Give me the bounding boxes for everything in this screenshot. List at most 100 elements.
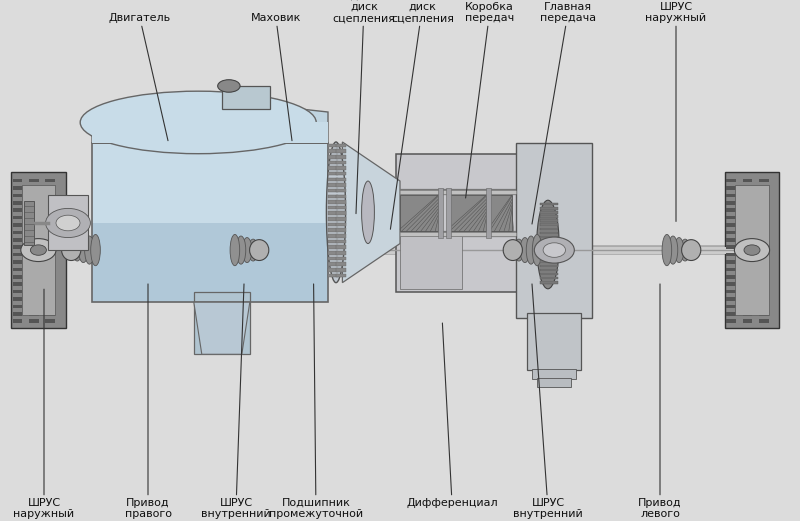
- Bar: [46, 312, 55, 316]
- Ellipse shape: [30, 245, 46, 255]
- Text: Главная
передача: Главная передача: [532, 2, 596, 224]
- Bar: [726, 268, 736, 271]
- Ellipse shape: [537, 200, 559, 289]
- Text: Коробка
передач: Коробка передач: [465, 2, 514, 198]
- Bar: [46, 186, 55, 190]
- Text: Привод
левого
колеса: Привод левого колеса: [638, 284, 682, 521]
- Bar: [92, 143, 328, 302]
- Bar: [336, 240, 346, 243]
- Bar: [742, 230, 752, 234]
- Bar: [336, 194, 346, 198]
- Bar: [194, 292, 250, 354]
- Bar: [726, 253, 736, 256]
- Text: Ведущий
диск
сцепления: Ведущий диск сцепления: [390, 0, 454, 229]
- Bar: [726, 216, 736, 219]
- Bar: [22, 185, 55, 315]
- Text: ШРУС
наружный: ШРУС наружный: [646, 2, 706, 221]
- Bar: [742, 305, 752, 308]
- Ellipse shape: [78, 238, 88, 263]
- Bar: [29, 238, 38, 242]
- Bar: [328, 160, 338, 164]
- Bar: [438, 188, 443, 238]
- Ellipse shape: [326, 142, 346, 283]
- Bar: [92, 143, 328, 223]
- Bar: [446, 188, 451, 238]
- Bar: [328, 234, 338, 238]
- Bar: [742, 201, 752, 205]
- Bar: [540, 260, 558, 263]
- Bar: [29, 253, 38, 256]
- Bar: [328, 223, 338, 227]
- Bar: [29, 268, 38, 271]
- Bar: [29, 275, 38, 279]
- Text: Привод
правого
колеса: Привод правого колеса: [125, 284, 171, 521]
- Bar: [13, 223, 22, 227]
- Bar: [537, 378, 571, 387]
- Bar: [759, 193, 769, 197]
- Bar: [328, 245, 338, 249]
- Bar: [759, 275, 769, 279]
- Bar: [336, 183, 346, 187]
- Bar: [328, 155, 338, 158]
- Ellipse shape: [66, 241, 76, 259]
- Bar: [540, 277, 558, 279]
- Bar: [759, 230, 769, 234]
- Bar: [336, 263, 346, 266]
- Bar: [336, 217, 346, 221]
- Bar: [328, 183, 338, 187]
- Bar: [759, 319, 769, 323]
- Bar: [336, 229, 346, 232]
- Polygon shape: [342, 142, 400, 282]
- Bar: [46, 268, 55, 271]
- Bar: [46, 290, 55, 293]
- Bar: [29, 282, 38, 286]
- Bar: [742, 245, 752, 249]
- Bar: [29, 260, 38, 264]
- Bar: [336, 200, 346, 204]
- Bar: [328, 166, 338, 170]
- Bar: [29, 290, 38, 293]
- Bar: [726, 275, 736, 279]
- Bar: [759, 282, 769, 286]
- Bar: [328, 194, 338, 198]
- Ellipse shape: [526, 236, 536, 264]
- Bar: [336, 172, 346, 176]
- Bar: [46, 260, 55, 264]
- Text: Ведомый
диск
сцепления: Ведомый диск сцепления: [333, 0, 395, 214]
- Bar: [29, 223, 38, 227]
- Bar: [735, 185, 769, 315]
- Bar: [13, 186, 22, 190]
- Bar: [759, 290, 769, 293]
- Bar: [759, 297, 769, 301]
- Text: Маховик: Маховик: [251, 14, 301, 141]
- Bar: [328, 144, 338, 147]
- Bar: [328, 189, 338, 192]
- Bar: [540, 269, 558, 271]
- Bar: [336, 160, 346, 164]
- Bar: [759, 245, 769, 249]
- Ellipse shape: [85, 236, 94, 264]
- Bar: [13, 179, 22, 182]
- Bar: [540, 273, 558, 276]
- Bar: [540, 203, 558, 205]
- Ellipse shape: [514, 239, 524, 261]
- Bar: [742, 319, 752, 323]
- Ellipse shape: [250, 240, 269, 260]
- Bar: [759, 201, 769, 205]
- Bar: [13, 253, 22, 256]
- Ellipse shape: [73, 239, 82, 261]
- Bar: [328, 172, 338, 176]
- Bar: [336, 166, 346, 170]
- Bar: [13, 230, 22, 234]
- Ellipse shape: [230, 234, 240, 266]
- Ellipse shape: [62, 240, 81, 260]
- Bar: [726, 193, 736, 197]
- Bar: [13, 208, 22, 212]
- Bar: [759, 268, 769, 271]
- Bar: [336, 206, 346, 209]
- Bar: [759, 260, 769, 264]
- Ellipse shape: [744, 245, 760, 255]
- Bar: [540, 281, 558, 283]
- Bar: [726, 260, 736, 264]
- Bar: [336, 212, 346, 215]
